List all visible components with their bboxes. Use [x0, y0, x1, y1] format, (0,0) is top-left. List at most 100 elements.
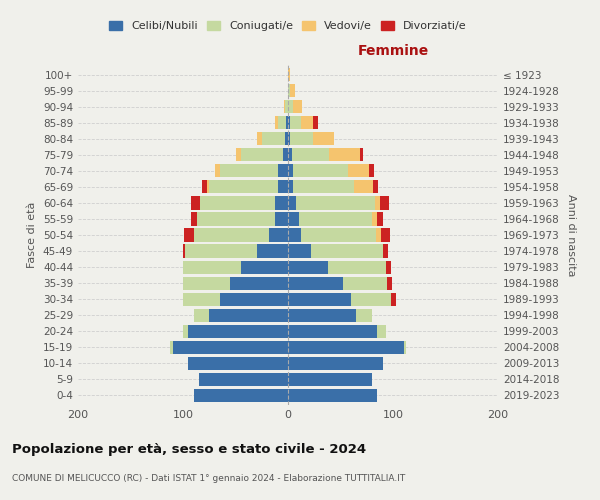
Bar — [170, 340, 173, 354]
Bar — [262, 132, 285, 145]
Bar — [348, 164, 369, 177]
Y-axis label: Fasce di età: Fasce di età — [28, 202, 37, 268]
Bar — [200, 196, 275, 209]
Bar — [292, 148, 329, 162]
Bar — [313, 116, 319, 130]
Bar — [313, 132, 334, 145]
Bar — [288, 356, 383, 370]
Bar — [207, 180, 209, 194]
Bar — [372, 212, 377, 226]
Bar — [328, 260, 386, 274]
Bar — [285, 132, 288, 145]
Bar — [183, 260, 241, 274]
Bar — [376, 228, 382, 241]
Bar — [329, 148, 361, 162]
Text: Femmine: Femmine — [358, 44, 428, 58]
Bar — [288, 196, 296, 209]
Bar — [235, 148, 241, 162]
Legend: Celibi/Nubili, Coniugati/e, Vedovi/e, Divorziati/e: Celibi/Nubili, Coniugati/e, Vedovi/e, Di… — [105, 16, 471, 36]
Bar — [283, 148, 288, 162]
Bar — [286, 116, 288, 130]
Bar — [382, 228, 390, 241]
Bar — [183, 324, 188, 338]
Bar — [288, 100, 293, 114]
Bar — [275, 196, 288, 209]
Bar — [311, 244, 383, 258]
Bar — [277, 180, 288, 194]
Bar — [173, 340, 288, 354]
Bar — [193, 228, 269, 241]
Bar — [361, 148, 362, 162]
Bar — [386, 260, 391, 274]
Bar — [183, 244, 185, 258]
Bar — [215, 164, 220, 177]
Bar — [391, 292, 396, 306]
Text: COMUNE DI MELICUCCO (RC) - Dati ISTAT 1° gennaio 2024 - Elaborazione TUTTITALIA.: COMUNE DI MELICUCCO (RC) - Dati ISTAT 1°… — [12, 474, 405, 483]
Bar — [269, 228, 288, 241]
Bar — [193, 308, 209, 322]
Bar — [288, 180, 293, 194]
Bar — [183, 292, 220, 306]
Bar — [293, 100, 302, 114]
Bar — [299, 212, 372, 226]
Bar — [288, 373, 372, 386]
Bar — [356, 308, 372, 322]
Bar — [404, 340, 406, 354]
Bar — [377, 324, 386, 338]
Bar — [188, 356, 288, 370]
Bar — [288, 212, 299, 226]
Bar — [188, 324, 288, 338]
Bar — [191, 212, 197, 226]
Bar — [277, 164, 288, 177]
Bar — [277, 116, 286, 130]
Bar — [288, 84, 290, 97]
Y-axis label: Anni di nascita: Anni di nascita — [566, 194, 576, 276]
Bar — [183, 276, 230, 289]
Bar — [288, 340, 404, 354]
Bar — [191, 196, 200, 209]
Bar — [383, 244, 388, 258]
Bar — [257, 132, 262, 145]
Bar — [288, 389, 377, 402]
Bar — [285, 100, 288, 114]
Bar — [288, 68, 290, 81]
Bar — [288, 116, 290, 130]
Bar — [241, 148, 283, 162]
Bar — [275, 116, 277, 130]
Bar — [275, 212, 288, 226]
Bar — [380, 196, 389, 209]
Text: Popolazione per età, sesso e stato civile - 2024: Popolazione per età, sesso e stato civil… — [12, 442, 366, 456]
Bar — [343, 276, 387, 289]
Bar — [185, 244, 257, 258]
Bar — [220, 164, 277, 177]
Bar — [193, 389, 288, 402]
Bar — [375, 196, 380, 209]
Bar — [301, 228, 376, 241]
Bar — [288, 164, 293, 177]
Bar — [290, 84, 295, 97]
Bar — [209, 308, 288, 322]
Bar — [290, 132, 313, 145]
Bar — [288, 324, 377, 338]
Bar — [293, 164, 348, 177]
Bar — [288, 244, 311, 258]
Bar — [290, 116, 301, 130]
Bar — [288, 276, 343, 289]
Bar — [301, 116, 313, 130]
Bar — [377, 212, 383, 226]
Bar — [288, 148, 292, 162]
Bar — [197, 212, 275, 226]
Bar — [288, 292, 351, 306]
Bar — [288, 228, 301, 241]
Bar — [288, 308, 356, 322]
Bar — [230, 276, 288, 289]
Bar — [288, 260, 328, 274]
Bar — [257, 244, 288, 258]
Bar — [387, 276, 392, 289]
Bar — [184, 228, 193, 241]
Bar — [351, 292, 391, 306]
Bar — [199, 373, 288, 386]
Bar — [241, 260, 288, 274]
Bar — [369, 164, 374, 177]
Bar — [373, 180, 379, 194]
